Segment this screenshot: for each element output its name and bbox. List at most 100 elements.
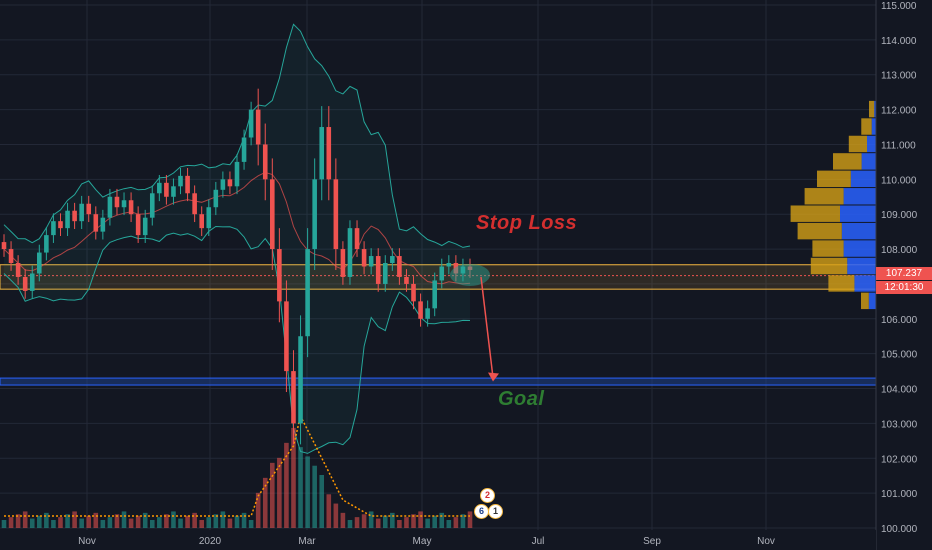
goal-zone: [0, 377, 877, 386]
vp-sell-bar: [797, 222, 842, 240]
volume-bar: [439, 512, 445, 528]
volume-bar: [340, 512, 346, 528]
volume-bar: [354, 517, 360, 528]
vp-buy-bar: [843, 188, 876, 205]
bollinger-lower: [3, 225, 471, 454]
volume-bar: [270, 462, 275, 528]
bollinger-fill: [4, 24, 470, 454]
price-tick-label: 105.000: [881, 350, 918, 361]
time-tick-label: Jul: [532, 536, 545, 547]
target-arrow-shaft: [480, 276, 494, 378]
vp-buy-bar: [850, 170, 876, 188]
volume-bar: [178, 518, 183, 528]
vp-sell-bar: [861, 118, 872, 135]
candle-body: [72, 210, 77, 222]
volume-bar: [241, 512, 247, 528]
candle-body: [15, 263, 21, 277]
candle-body: [333, 179, 339, 250]
candle-body: [446, 263, 452, 267]
vp-sell-bar: [817, 170, 851, 188]
volume-bar: [382, 515, 388, 528]
volume-bar: [432, 515, 437, 528]
vp-buy-bar: [841, 222, 876, 240]
volume-bar: [467, 511, 473, 528]
time-axis[interactable]: Nov 2020 Mar May Jul Sep Nov: [0, 530, 876, 550]
volume-bar: [135, 515, 141, 528]
vp-buy-bar: [867, 135, 876, 153]
volume-bar: [15, 514, 21, 528]
target-arrow-head: [488, 372, 499, 382]
event-badge-jp[interactable]: 2: [480, 488, 495, 503]
candle-body: [270, 179, 275, 250]
volume-bar: [291, 427, 296, 528]
time-axis-bg: [0, 530, 876, 550]
candle-body: [227, 179, 233, 187]
entry-highlight: [450, 263, 490, 286]
goal-label: Goal: [498, 388, 545, 410]
volume-bar: [114, 514, 120, 528]
price-tick-label: 111.000: [881, 140, 916, 151]
volume-bar: [107, 517, 113, 528]
volume-bar: [425, 518, 430, 528]
bollinger-bands: [3, 23, 471, 454]
candle-body: [291, 371, 296, 424]
candle-body: [467, 266, 473, 270]
candle-body: [142, 217, 148, 236]
candle-body: [347, 228, 353, 277]
volume-bar: [390, 512, 395, 528]
volume-bar: [277, 457, 282, 528]
volume-bar: [375, 518, 381, 528]
volume-ma-line: [4, 413, 470, 517]
candle-body: [213, 189, 219, 208]
countdown-tag: 12:01:30: [876, 281, 932, 294]
volume-bar: [199, 520, 204, 528]
volume-bar: [44, 512, 49, 528]
volume-bar: [171, 511, 176, 528]
candle-body: [185, 175, 190, 194]
candle-body: [432, 280, 437, 309]
vp-buy-bar: [871, 118, 876, 135]
candle-body: [284, 301, 289, 372]
trade-markers: [450, 263, 499, 382]
volume-bar: [121, 511, 127, 528]
vp-buy-bar: [840, 205, 876, 222]
candle-body: [361, 249, 367, 267]
volume-bar: [65, 514, 70, 528]
price-tick-label: 114.000: [881, 36, 917, 47]
volume-bar: [51, 520, 56, 528]
event-badge-extra[interactable]: 1: [488, 504, 503, 519]
candle-body: [58, 221, 63, 229]
volume-bar: [142, 512, 148, 528]
volume-bar: [347, 520, 353, 528]
volume-bar: [58, 517, 63, 528]
candle-body: [199, 214, 204, 229]
candle-body: [368, 256, 374, 267]
volume-bar: [298, 447, 303, 528]
candle-body: [100, 217, 106, 232]
candle-body: [234, 161, 240, 187]
candle-body: [326, 127, 332, 180]
price-tick-label: 104.000: [881, 385, 918, 396]
candle-body: [149, 193, 155, 218]
vp-buy-bar: [843, 240, 876, 257]
candle-body: [93, 214, 99, 232]
price-tick-label: 108.000: [881, 245, 918, 256]
volume-bars: [1, 413, 473, 528]
event-badge-us[interactable]: 6: [474, 504, 489, 519]
candle-body: [1, 242, 7, 250]
volume-bar: [29, 518, 35, 528]
candle-body: [382, 263, 388, 284]
price-tick-label: 112.000: [881, 106, 917, 117]
vp-sell-bar: [848, 135, 867, 153]
volume-bar: [234, 515, 240, 528]
candle-body: [128, 200, 134, 215]
candle-body: [460, 266, 466, 274]
volume-bar: [128, 518, 134, 528]
candle-body: [192, 193, 197, 215]
volume-bar: [22, 511, 28, 528]
candle-body: [241, 137, 247, 162]
candle-body: [255, 109, 261, 145]
volume-bar: [397, 520, 402, 528]
candle-body: [164, 182, 169, 197]
